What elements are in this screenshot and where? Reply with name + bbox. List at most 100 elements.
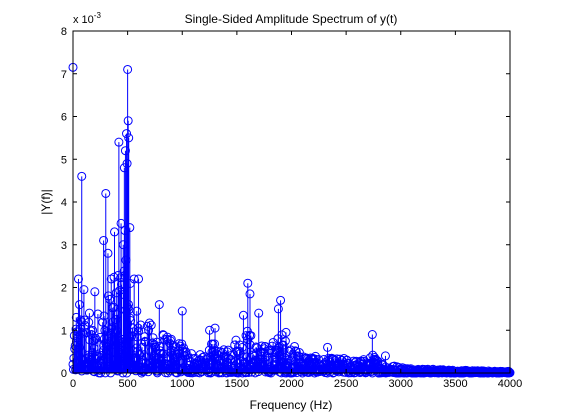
stem-marker	[266, 348, 276, 358]
stem-marker	[328, 354, 338, 364]
stem-marker	[136, 320, 146, 330]
stem-marker	[73, 274, 83, 284]
stem-marker	[243, 278, 253, 288]
stem-marker	[74, 342, 84, 352]
stem-marker	[154, 300, 164, 310]
stem-marker	[132, 332, 142, 342]
stem-marker	[98, 317, 108, 327]
stem-marker	[159, 349, 169, 359]
stem-marker	[101, 346, 111, 356]
stem-marker	[122, 129, 132, 139]
stem-marker	[117, 338, 127, 348]
stem-marker	[271, 357, 281, 367]
stem-marker	[335, 354, 345, 364]
stem-marker	[84, 317, 94, 327]
stem-marker	[88, 336, 98, 346]
y-tick-label: 4	[61, 197, 67, 209]
stem-marker	[104, 362, 114, 372]
stem-marker	[105, 329, 115, 339]
x-tick-label: 1000	[170, 378, 194, 390]
y-tick-label: 7	[61, 69, 67, 81]
stem-marker	[122, 353, 132, 363]
x-tick-label: 3000	[389, 378, 413, 390]
stem-marker	[110, 328, 120, 338]
chart-title: Single-Sided Amplitude Spectrum of y(t)	[185, 12, 398, 26]
stem-marker	[246, 331, 256, 341]
stem-marker	[71, 312, 81, 322]
stem-marker	[133, 323, 143, 333]
x-tick-label: 4000	[498, 378, 522, 390]
stem-marker	[123, 116, 133, 126]
stem-marker	[118, 346, 128, 356]
stem-marker	[107, 347, 117, 357]
stem-marker	[108, 317, 118, 327]
x-tick-label: 3500	[443, 378, 467, 390]
stem-marker	[237, 342, 247, 352]
stem-marker	[284, 355, 294, 365]
y-tick-label: 3	[61, 240, 67, 252]
y-tick-label: 8	[61, 26, 67, 38]
stem-marker	[241, 331, 251, 341]
x-tick-label: 2500	[334, 378, 358, 390]
stem-marker	[134, 274, 144, 284]
stem-marker	[110, 227, 120, 237]
stem-marker	[254, 308, 264, 318]
stem-marker	[113, 366, 123, 376]
stem-marker	[332, 354, 342, 364]
stem-marker	[261, 356, 271, 366]
stem-marker	[103, 357, 113, 367]
stem-marker	[210, 339, 220, 349]
stem-marker	[226, 355, 236, 365]
stem-marker	[213, 347, 223, 357]
stem-marker	[127, 332, 137, 342]
stem-marker	[89, 367, 99, 377]
stem-marker	[142, 321, 152, 331]
stem-marker	[119, 290, 129, 300]
stem-marker	[120, 146, 130, 156]
stem-marker	[79, 285, 89, 295]
stem-marker	[273, 304, 283, 314]
stem-marker	[71, 337, 81, 347]
stem-marker	[242, 352, 252, 362]
y-tick-label: 0	[61, 368, 67, 380]
stem-marker	[177, 306, 187, 316]
y-tick-label: 5	[61, 154, 67, 166]
stem-marker	[284, 346, 294, 356]
stem-marker	[290, 341, 300, 351]
stem-marker	[165, 336, 175, 346]
stem-marker	[281, 327, 291, 337]
stem-marker	[372, 355, 382, 365]
plot-area	[73, 31, 510, 373]
stem-marker	[141, 337, 151, 347]
stem-marker	[245, 289, 255, 299]
stem-marker	[144, 325, 154, 335]
stem-marker	[90, 335, 100, 345]
y-axis-exponent-base: x 10	[73, 14, 94, 26]
stem-marker	[100, 325, 110, 335]
stem-marker	[77, 366, 87, 376]
stem-marker	[84, 308, 94, 318]
stem-marker	[103, 248, 113, 258]
stem-marker	[367, 330, 377, 340]
stem-marker	[247, 367, 257, 377]
stem-marker	[99, 341, 109, 351]
stem-marker	[166, 334, 176, 344]
y-tick-label: 1	[61, 325, 67, 337]
x-axis: 0 500 1000 1500 2000 2500 3000 3500 4000	[70, 31, 522, 390]
stem-marker	[120, 305, 130, 315]
stem-marker	[101, 188, 111, 198]
stem-marker	[109, 302, 119, 312]
stem-marker	[146, 320, 156, 330]
stem-marker	[205, 325, 215, 335]
stem-marker	[95, 332, 105, 342]
stem-marker	[91, 333, 101, 343]
stem-marker	[123, 64, 133, 74]
stem-marker	[105, 294, 115, 304]
marker-series	[68, 62, 515, 378]
stem-marker	[119, 266, 129, 276]
x-tick-label: 2000	[279, 378, 303, 390]
stem-marker	[122, 159, 132, 169]
stem-marker	[106, 274, 116, 284]
stem-marker	[112, 310, 122, 320]
